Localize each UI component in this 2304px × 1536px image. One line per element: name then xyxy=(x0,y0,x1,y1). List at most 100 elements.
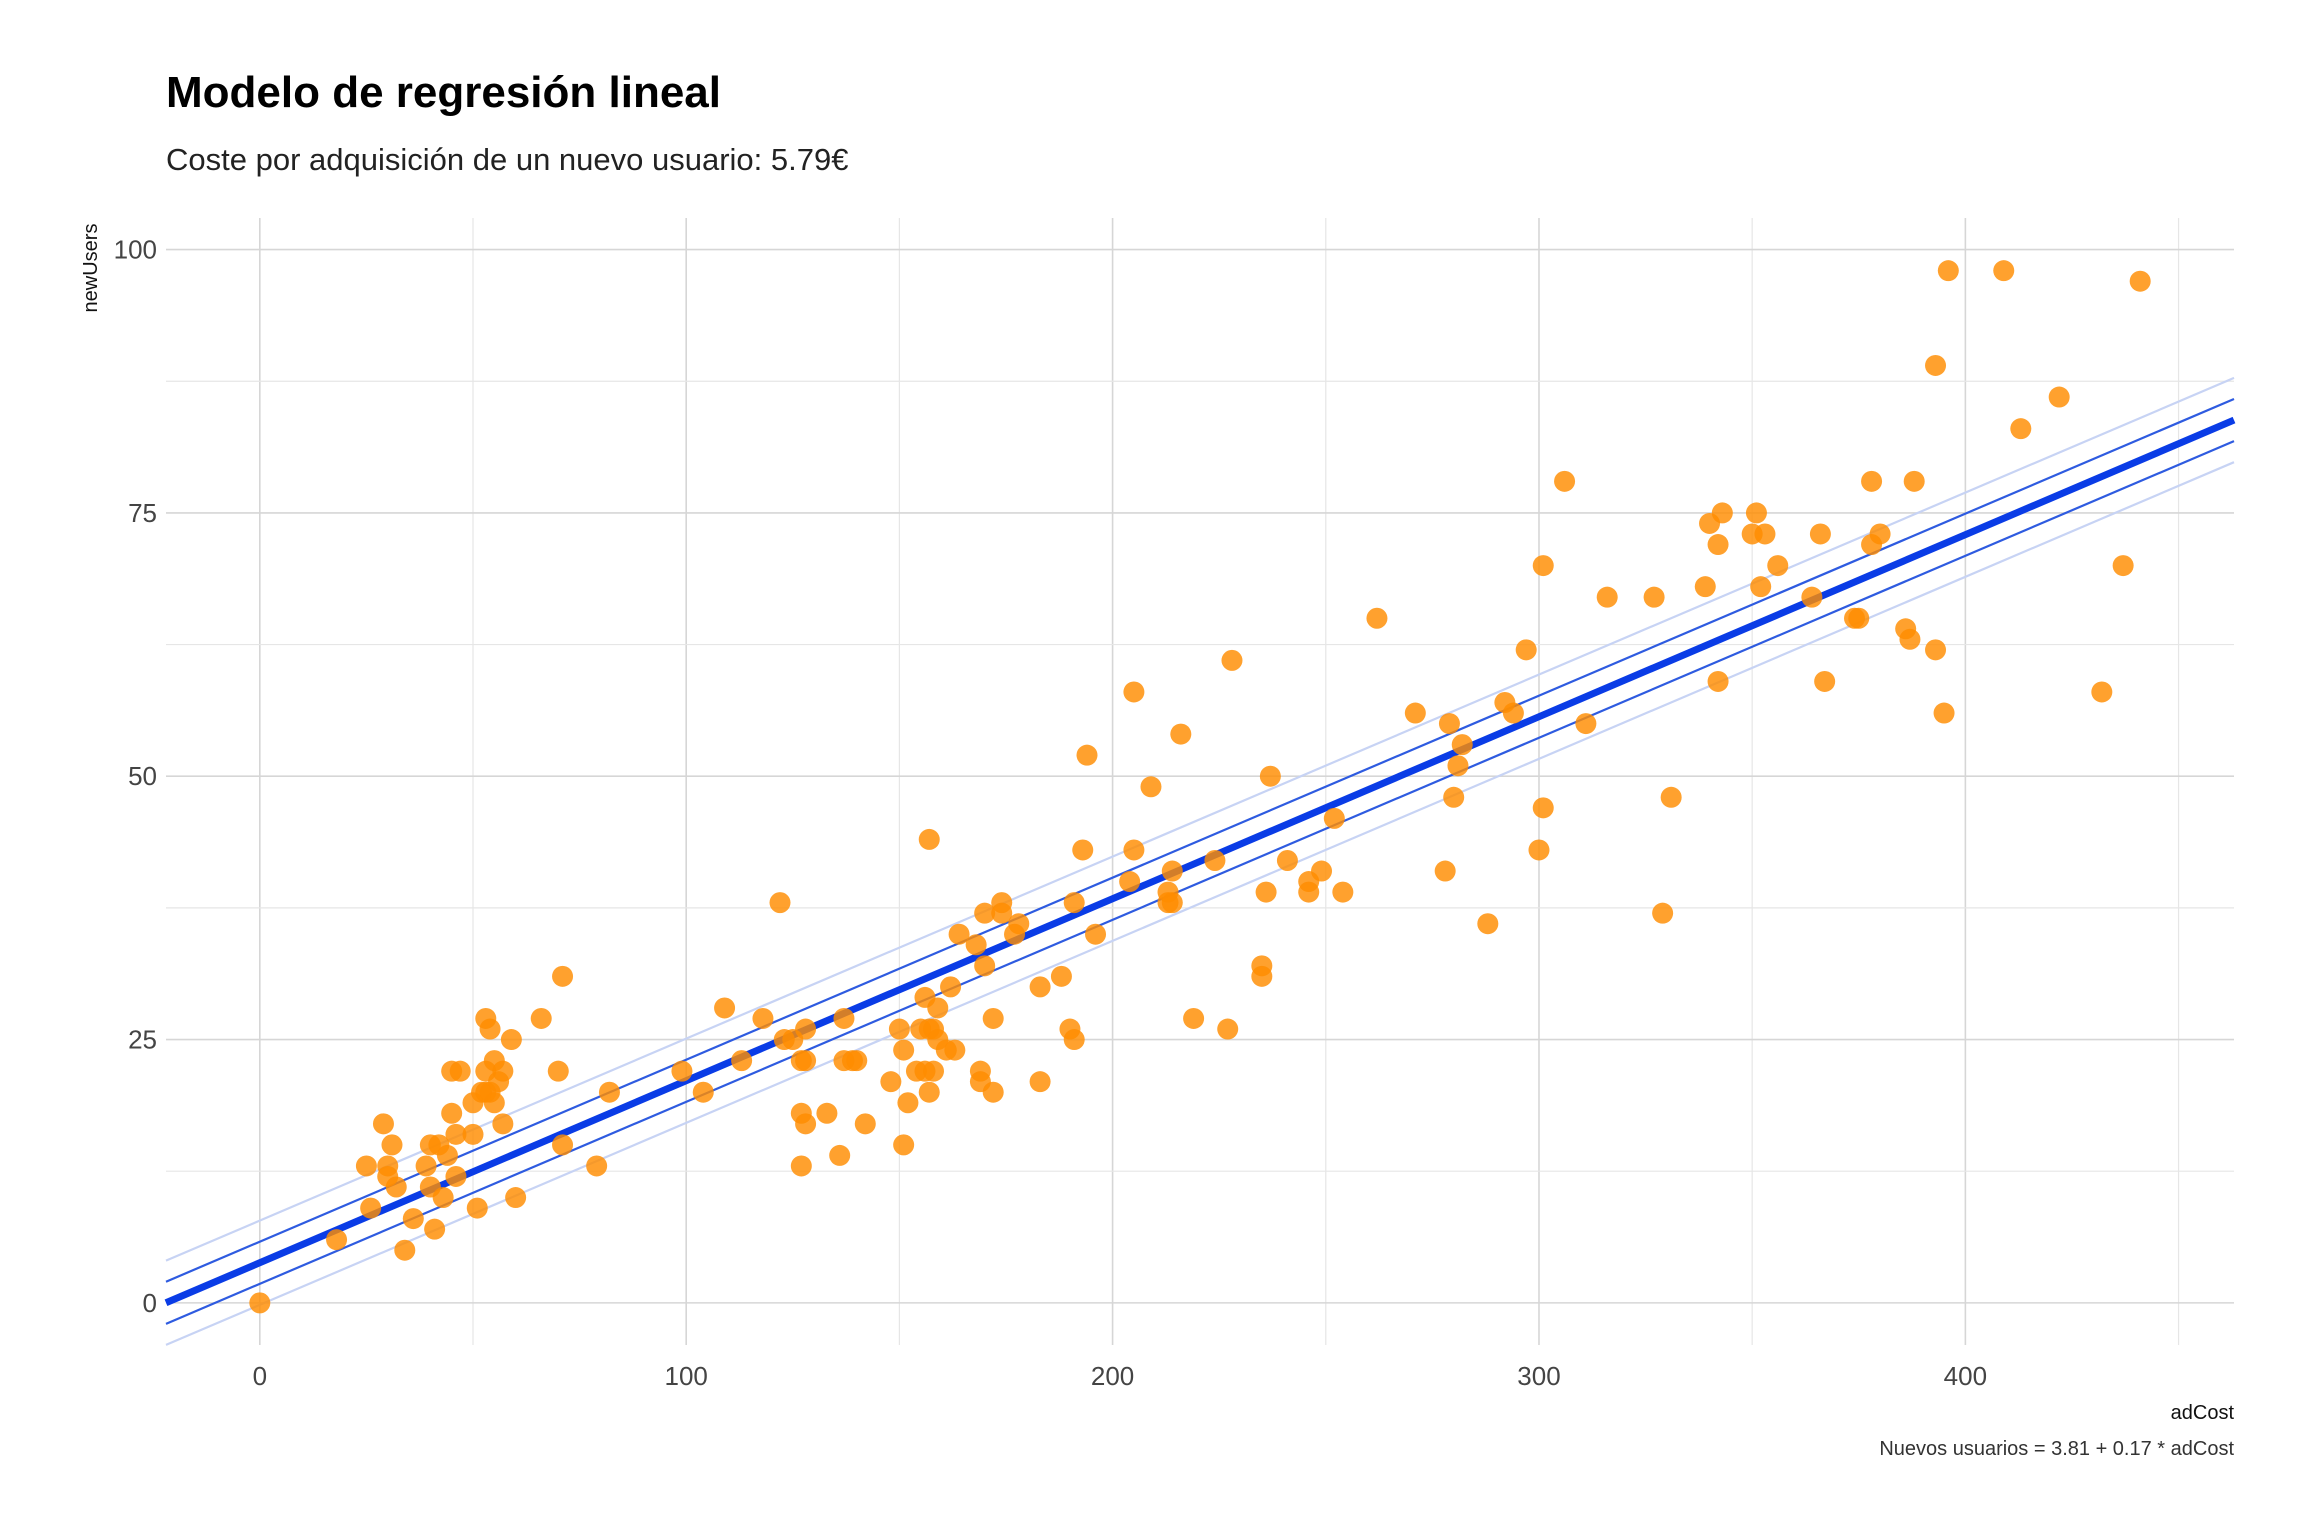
data-point xyxy=(1323,807,1345,829)
y-tick-label: 0 xyxy=(143,1288,157,1318)
data-point xyxy=(530,1007,552,1029)
data-point xyxy=(965,934,987,956)
data-point xyxy=(1745,502,1767,524)
outer-band-line xyxy=(165,376,2235,1262)
data-point xyxy=(1694,576,1716,598)
data-point xyxy=(1447,755,1469,777)
data-points xyxy=(249,260,2151,1314)
data-point xyxy=(1008,913,1030,935)
data-point xyxy=(385,1176,407,1198)
data-point xyxy=(982,1081,1004,1103)
x-tick-label: 400 xyxy=(1944,1361,1987,1391)
data-point xyxy=(1515,639,1537,661)
data-point xyxy=(547,1060,569,1082)
data-point xyxy=(1801,586,1823,608)
data-point xyxy=(1711,502,1733,524)
data-point xyxy=(492,1113,514,1135)
data-point xyxy=(424,1218,446,1240)
data-point xyxy=(982,1007,1004,1029)
data-point xyxy=(1255,881,1277,903)
data-point xyxy=(1528,839,1550,861)
data-point xyxy=(940,976,962,998)
data-point xyxy=(991,902,1013,924)
data-point xyxy=(893,1039,915,1061)
data-point xyxy=(790,1155,812,1177)
data-point xyxy=(1298,881,1320,903)
data-point xyxy=(1477,913,1499,935)
x-tick-label: 100 xyxy=(665,1361,708,1391)
data-point xyxy=(2091,681,2113,703)
data-point xyxy=(1276,849,1298,871)
data-point xyxy=(552,965,574,987)
data-point xyxy=(432,1187,454,1209)
x-tick-label: 300 xyxy=(1517,1361,1560,1391)
inner-band-line xyxy=(165,397,2235,1283)
data-point xyxy=(769,892,791,914)
data-point xyxy=(1767,555,1789,577)
data-point xyxy=(1848,607,1870,629)
data-point xyxy=(1140,776,1162,798)
data-point xyxy=(829,1144,851,1166)
data-point xyxy=(415,1155,437,1177)
x-tick-label: 200 xyxy=(1091,1361,1134,1391)
data-point xyxy=(1707,670,1729,692)
data-point xyxy=(974,955,996,977)
data-point xyxy=(445,1165,467,1187)
data-point xyxy=(1217,1018,1239,1040)
data-point xyxy=(795,1113,817,1135)
data-point xyxy=(249,1292,271,1314)
data-point xyxy=(2129,270,2151,292)
data-point xyxy=(1652,902,1674,924)
data-point xyxy=(372,1113,394,1135)
data-point xyxy=(1123,681,1145,703)
y-axis-ticks: 0 25 50 75 100 xyxy=(114,235,157,1318)
data-point xyxy=(462,1123,484,1145)
data-point xyxy=(1076,744,1098,766)
data-point xyxy=(1050,965,1072,987)
data-point xyxy=(1251,965,1273,987)
data-point xyxy=(360,1197,382,1219)
x-tick-label: 0 xyxy=(253,1361,267,1391)
data-point xyxy=(918,1081,940,1103)
data-point xyxy=(1554,470,1576,492)
data-point xyxy=(381,1134,403,1156)
y-tick-label: 75 xyxy=(128,498,157,528)
data-point xyxy=(394,1239,416,1261)
data-point xyxy=(944,1039,966,1061)
data-point xyxy=(923,1060,945,1082)
data-point xyxy=(1434,860,1456,882)
data-point xyxy=(897,1092,919,1114)
data-point xyxy=(692,1081,714,1103)
data-point xyxy=(1937,260,1959,282)
data-point xyxy=(1404,702,1426,724)
data-point xyxy=(1451,734,1473,756)
data-point xyxy=(1161,892,1183,914)
data-point xyxy=(402,1208,424,1230)
data-point xyxy=(833,1007,855,1029)
data-point xyxy=(505,1187,527,1209)
data-point xyxy=(1861,470,1883,492)
data-point xyxy=(1660,786,1682,808)
data-point xyxy=(1123,839,1145,861)
data-point xyxy=(445,1123,467,1145)
data-point xyxy=(1903,470,1925,492)
data-point xyxy=(1029,976,1051,998)
data-point xyxy=(1869,523,1891,545)
data-point xyxy=(441,1102,463,1124)
data-point xyxy=(927,997,949,1019)
data-point xyxy=(1259,765,1281,787)
y-axis-title: newUsers xyxy=(80,224,102,313)
data-point xyxy=(500,1029,522,1051)
data-point xyxy=(1085,923,1107,945)
data-point xyxy=(795,1050,817,1072)
data-point xyxy=(1925,354,1947,376)
x-axis-ticks: 0 100 200 300 400 xyxy=(253,1361,1987,1391)
data-point xyxy=(1204,849,1226,871)
chart-subtitle: Coste por adquisición de un nuevo usuari… xyxy=(166,142,849,177)
data-point xyxy=(888,1018,910,1040)
data-point xyxy=(948,923,970,945)
data-point xyxy=(1707,534,1729,556)
data-point xyxy=(1754,523,1776,545)
data-point xyxy=(918,828,940,850)
